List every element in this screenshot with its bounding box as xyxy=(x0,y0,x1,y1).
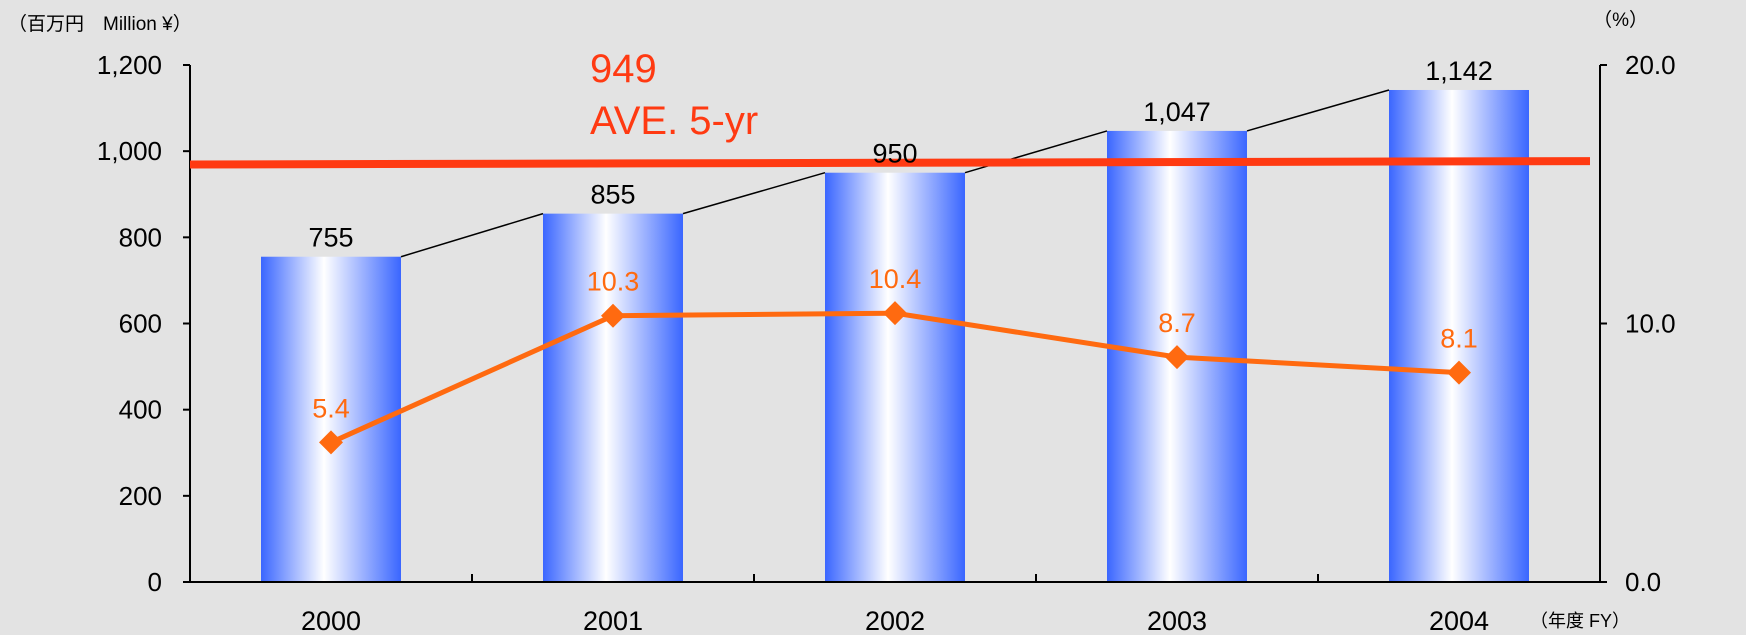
x-unit-label: （年度 FY） xyxy=(1530,611,1630,631)
line-value-label: 8.7 xyxy=(1158,308,1196,338)
left-tick-label: 1,000 xyxy=(97,136,162,166)
line-point-2003 xyxy=(1165,345,1189,370)
bar-connector xyxy=(1246,89,1390,132)
line-value-label: 10.4 xyxy=(869,264,922,294)
bar-2004 xyxy=(1389,89,1529,582)
x-tick-label: 2001 xyxy=(583,606,643,635)
x-tick-label: 2004 xyxy=(1429,606,1489,635)
left-tick-label: 200 xyxy=(119,481,162,511)
line-point-2000 xyxy=(319,430,343,455)
line-value-label: 5.4 xyxy=(312,393,350,423)
bar-connector xyxy=(682,171,826,215)
bar-connectors xyxy=(400,89,1390,258)
x-tick-label: 2000 xyxy=(301,606,361,635)
x-tick-label: 2002 xyxy=(865,606,925,635)
labels-layer: 755 855 950 1,047 1,142 5.4 10.3 10.4 8.7 8.1 xyxy=(308,56,1492,423)
bars-layer xyxy=(261,89,1529,583)
bar-2002 xyxy=(825,172,965,583)
line-point-2002 xyxy=(883,301,907,326)
left-tick-label: 400 xyxy=(119,395,162,425)
left-tick-label: 0 xyxy=(148,567,162,597)
average-layer: 949 AVE. 5-yr xyxy=(189,47,1591,169)
left-tick-label: 800 xyxy=(119,222,162,252)
average-value: 949 xyxy=(590,47,657,91)
average-label: AVE. 5-yr xyxy=(590,99,758,143)
line-value-label: 10.3 xyxy=(587,267,640,297)
bar-value-label: 755 xyxy=(308,223,353,253)
bar-connector xyxy=(400,212,544,258)
axes: 0 200 400 600 800 1,000 1,200 0.0 10.0 20.0 2000 20… xyxy=(8,9,1676,635)
right-unit-label: （%） xyxy=(1593,9,1648,31)
average-line xyxy=(189,157,1591,169)
left-tick-label: 600 xyxy=(119,309,162,339)
line-point-2001 xyxy=(601,303,625,328)
bar-value-label: 1,142 xyxy=(1425,56,1493,86)
left-tick-label: 1,200 xyxy=(97,50,162,80)
x-tick-label: 2003 xyxy=(1147,606,1207,635)
right-tick-label: 0.0 xyxy=(1625,567,1661,597)
bar-value-label: 1,047 xyxy=(1143,97,1211,127)
right-tick-label: 10.0 xyxy=(1625,309,1676,339)
line-value-label: 8.1 xyxy=(1440,324,1478,354)
bar-2001 xyxy=(543,213,683,582)
bar-value-label: 855 xyxy=(590,180,635,210)
bar-value-label: 950 xyxy=(872,139,917,169)
line-point-2004 xyxy=(1447,360,1471,385)
line-series-layer xyxy=(319,301,1471,455)
right-tick-label: 20.0 xyxy=(1625,50,1676,80)
left-unit-label: （百万円 Million ¥） xyxy=(8,13,192,35)
